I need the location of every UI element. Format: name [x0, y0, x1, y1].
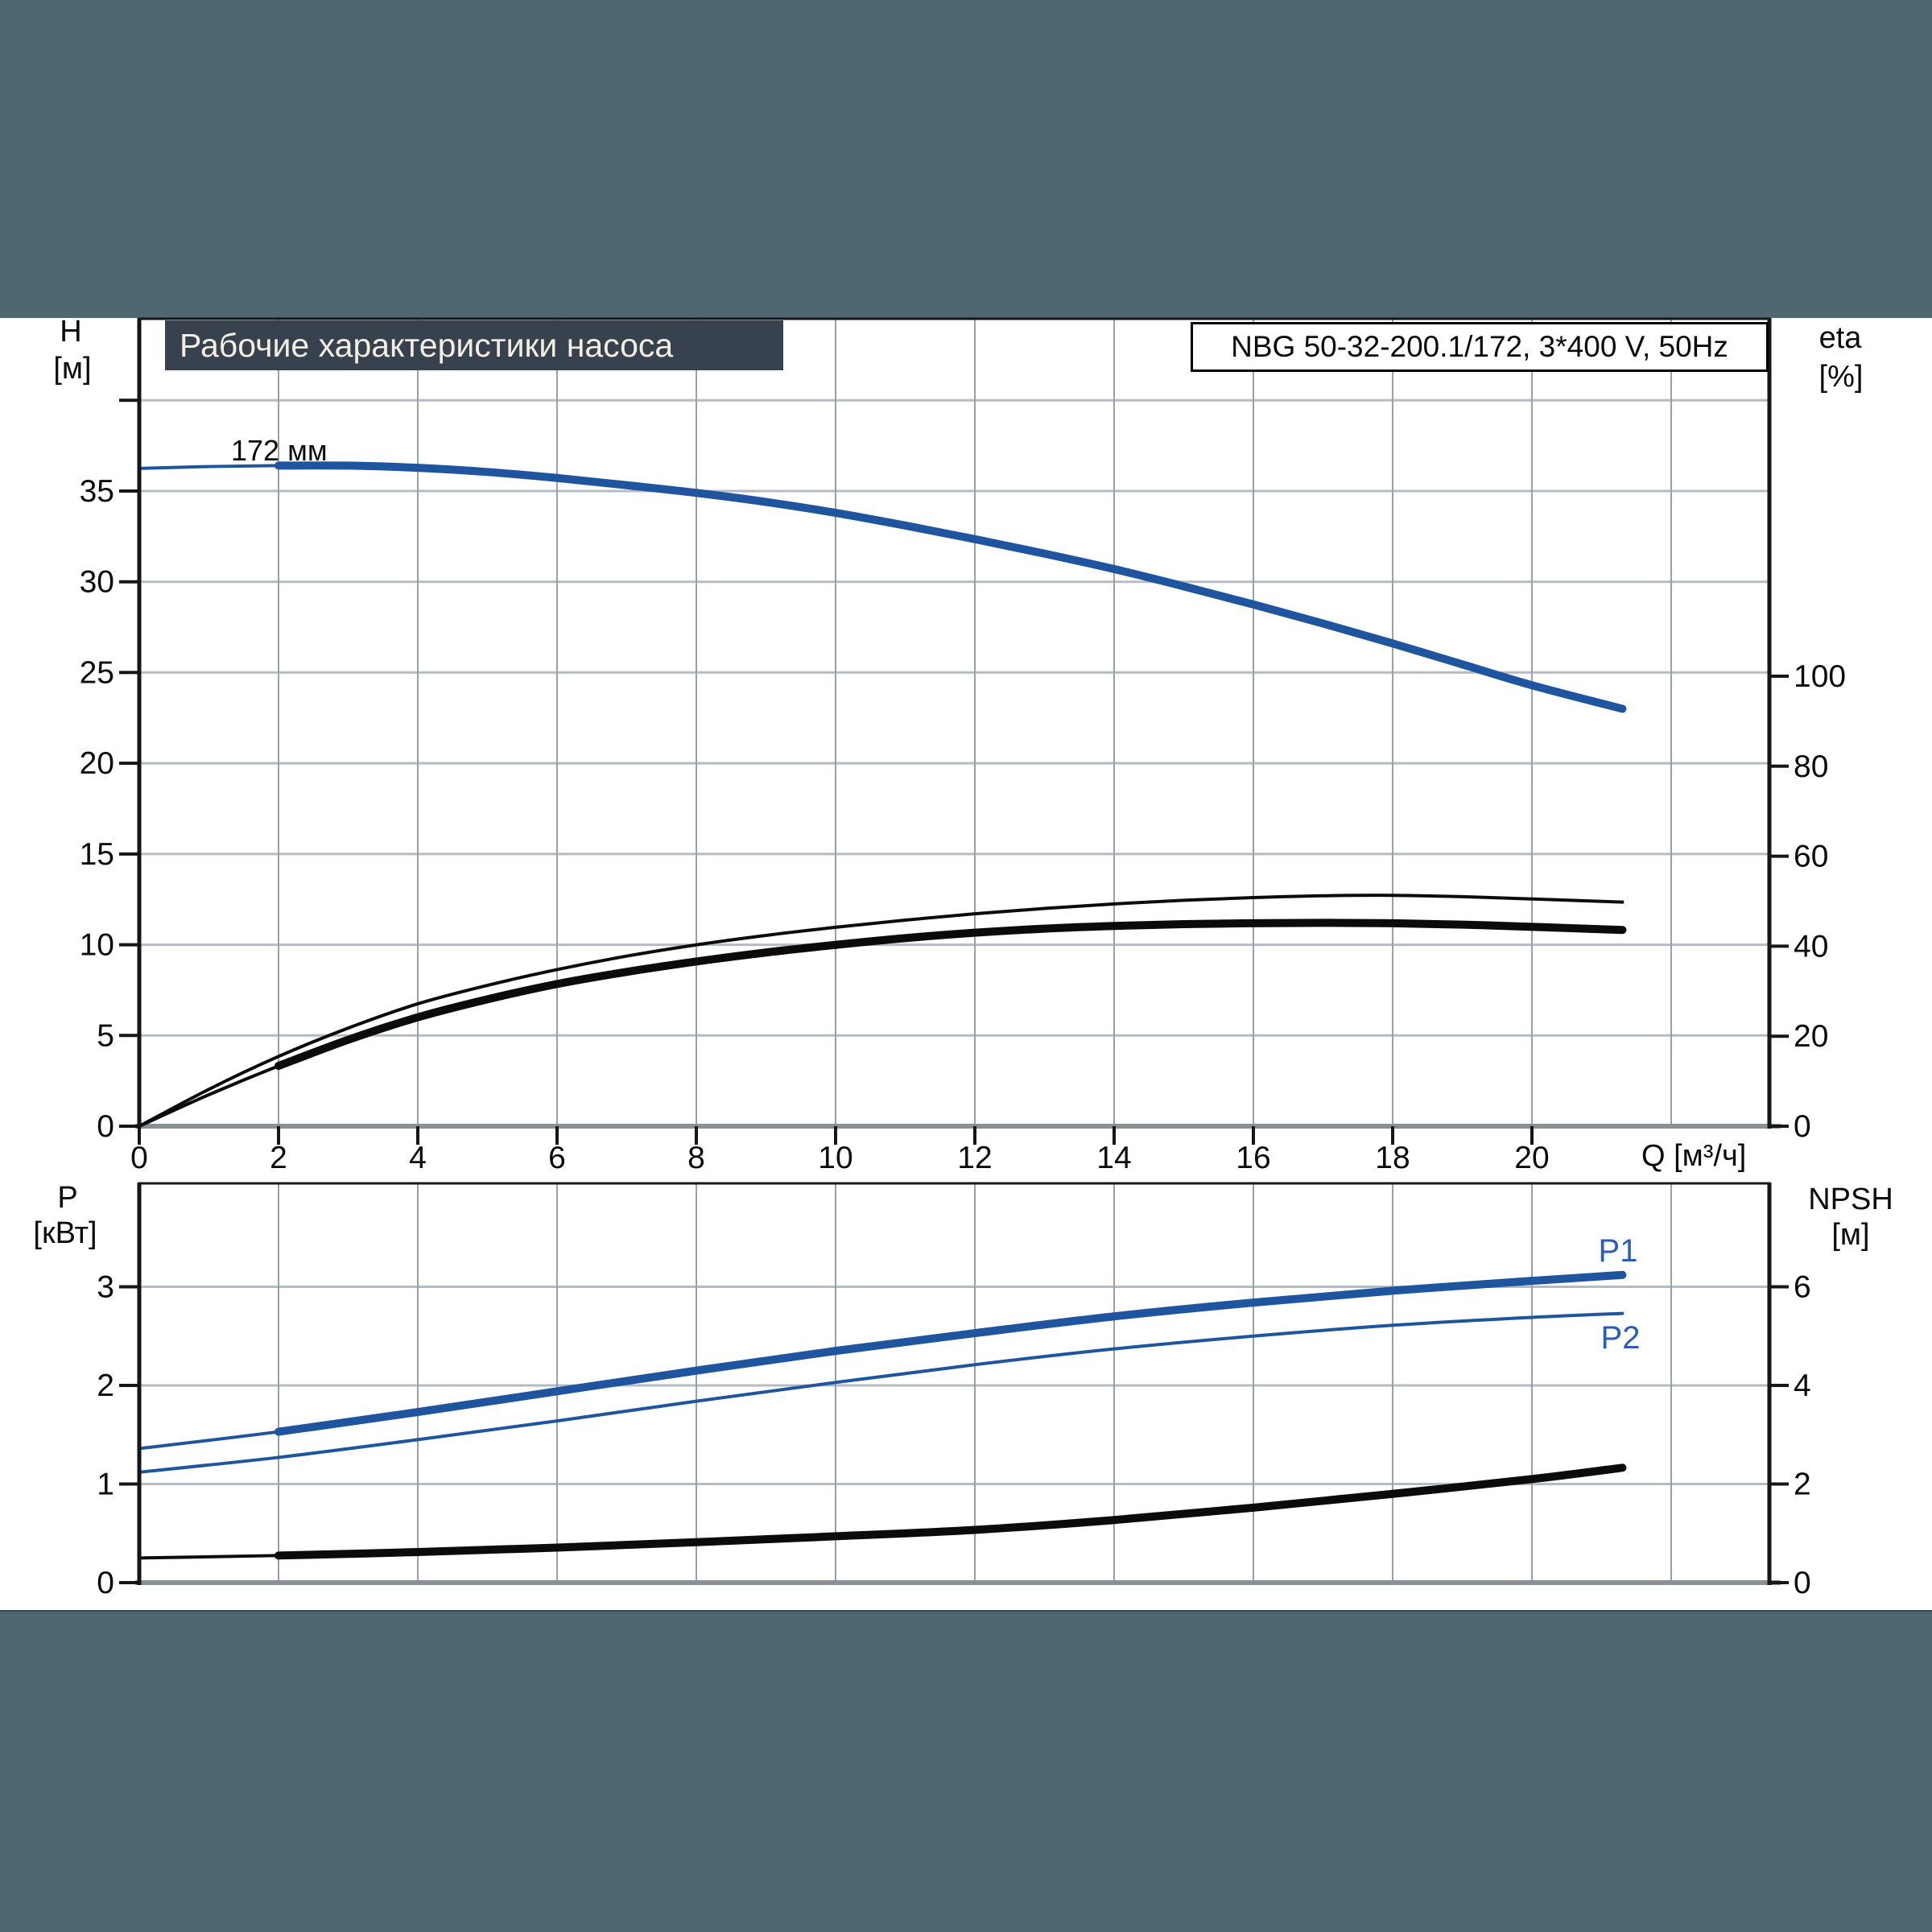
top-left-tick-label: 15 — [80, 837, 114, 872]
p2-curve-label: P2 — [1600, 1320, 1641, 1356]
top-left-tick-label: 0 — [97, 1109, 114, 1144]
top-right-tick-label: 0 — [1794, 1109, 1811, 1144]
x-tick-label: 8 — [687, 1141, 705, 1175]
x-tick-label: 0 — [130, 1141, 148, 1175]
top-left-tick-label: 35 — [80, 474, 114, 509]
q-axis-label: Q [м³/ч] — [1641, 1139, 1747, 1173]
x-tick-label: 2 — [270, 1141, 287, 1175]
x-tick-label: 14 — [1096, 1141, 1131, 1175]
top-right-tick-label: 80 — [1794, 749, 1828, 784]
x-tick-label: 18 — [1375, 1141, 1410, 1175]
p-axis-name: P — [57, 1181, 78, 1215]
bot-series-2-thick — [275, 1463, 1627, 1560]
top-right-tick-label: 40 — [1794, 929, 1828, 964]
npsh-axis-unit: [м] — [1831, 1218, 1870, 1252]
bot-right-tick-label: 2 — [1794, 1468, 1811, 1502]
top-right-tick-label: 60 — [1794, 840, 1828, 874]
chart-title: Рабочие характеристики насоса — [165, 320, 783, 370]
x-tick-label: 4 — [409, 1141, 427, 1175]
bot-series-1-thin — [138, 1311, 1624, 1474]
top-left-tick-label: 10 — [80, 928, 114, 963]
bot-left-tick-label: 0 — [97, 1566, 114, 1600]
top-right-tick-label: 20 — [1794, 1019, 1828, 1054]
eta-axis-name: eta — [1818, 321, 1862, 355]
top-series-2-thick — [275, 919, 1627, 1071]
bot-right-tick-label: 6 — [1794, 1270, 1811, 1305]
bot-left-tick-label: 3 — [97, 1270, 114, 1305]
x-tick-label: 10 — [818, 1141, 852, 1175]
top-left-tick-label: 30 — [80, 565, 114, 600]
top-background-band — [0, 0, 1932, 318]
bot-series-0-thick — [275, 1270, 1627, 1436]
x-tick-label: 6 — [548, 1141, 566, 1175]
h-axis-unit: [м] — [53, 352, 92, 386]
bottom-background-band — [0, 1610, 1932, 1932]
top-left-tick-label: 20 — [80, 746, 114, 781]
x-tick-label: 20 — [1514, 1141, 1549, 1175]
bot-left-tick-label: 2 — [97, 1368, 114, 1403]
bot-right-tick-label: 0 — [1794, 1566, 1811, 1600]
bot-left-tick-label: 1 — [97, 1468, 114, 1502]
top-right-tick-label: 100 — [1794, 659, 1846, 694]
top-series-1-thin — [138, 894, 1624, 1128]
bot-right-tick-label: 4 — [1794, 1368, 1811, 1403]
p-axis-unit: [кВт] — [33, 1216, 97, 1250]
impeller-diameter-label: 172 мм — [231, 434, 328, 467]
top-series-0-thick — [275, 461, 1627, 713]
npsh-axis-name: NPSH — [1808, 1183, 1893, 1216]
eta-axis-unit: [%] — [1818, 360, 1864, 394]
pump-model-label: NBG 50-32-200.1/172, 3*400 V, 50Hz — [1191, 322, 1769, 372]
x-tick-label: 16 — [1236, 1141, 1270, 1175]
top-left-tick-label: 25 — [80, 655, 114, 690]
top-left-tick-label: 5 — [97, 1018, 114, 1053]
bot-series-2-thin — [138, 1466, 1624, 1560]
x-tick-label: 12 — [957, 1141, 992, 1175]
p1-curve-label: P1 — [1598, 1233, 1638, 1269]
h-axis-name: H — [60, 315, 82, 349]
